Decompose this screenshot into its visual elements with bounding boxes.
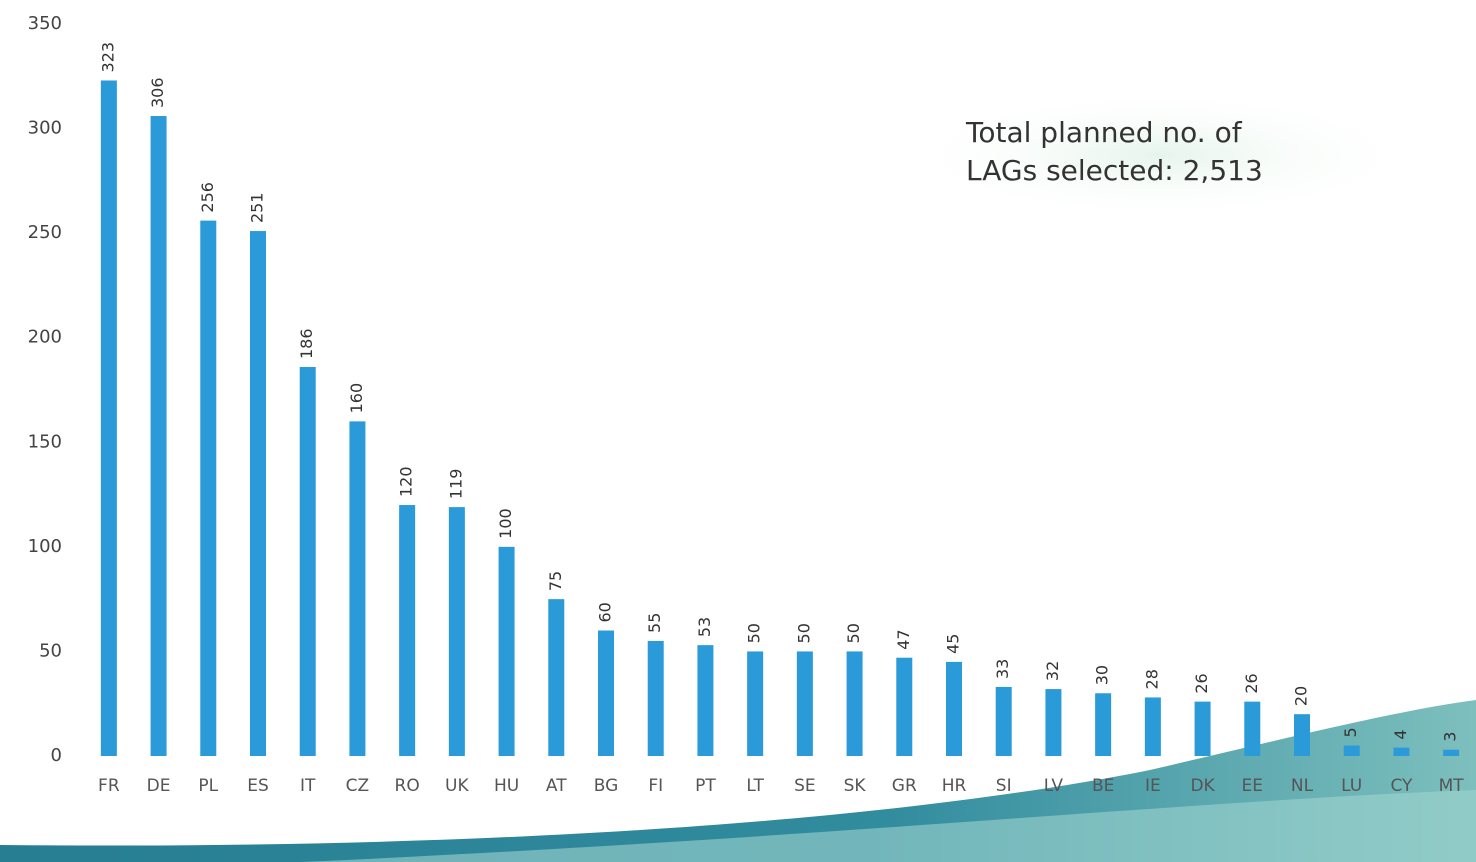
value-label: 26	[1242, 673, 1261, 693]
y-tick-label: 150	[28, 431, 62, 452]
value-label: 33	[993, 659, 1012, 679]
x-tick-label: UK	[445, 776, 469, 796]
bar	[647, 640, 664, 756]
x-tick-label: CY	[1390, 776, 1413, 796]
value-label: 4	[1391, 729, 1410, 739]
bar	[598, 630, 614, 756]
x-tick-label: NL	[1291, 776, 1314, 796]
value-label: 306	[148, 77, 167, 108]
x-tick-label: DK	[1190, 776, 1215, 796]
value-label: 100	[496, 508, 515, 539]
value-label: 32	[1043, 661, 1062, 681]
y-tick-label: 200	[28, 327, 62, 348]
bar	[349, 421, 366, 756]
y-tick-label: 300	[28, 118, 62, 139]
value-label: 3	[1441, 732, 1460, 742]
x-tick-label: EE	[1242, 776, 1263, 796]
value-label: 186	[297, 328, 316, 359]
annotation: LAGs selected: 2,513	[966, 154, 1263, 187]
x-tick-label: AT	[546, 776, 567, 796]
x-tick-label: BG	[594, 776, 619, 796]
x-tick-label: SE	[794, 776, 816, 796]
x-tick-label: LU	[1341, 776, 1362, 796]
x-tick-label: LT	[746, 776, 764, 796]
bar	[150, 116, 167, 757]
y-tick-label: 350	[28, 13, 62, 34]
value-label: 26	[1192, 673, 1211, 693]
value-label: 45	[944, 634, 963, 654]
value-label: 160	[347, 383, 366, 414]
value-label: 50	[794, 623, 813, 643]
bar	[1343, 745, 1360, 756]
bar	[1194, 701, 1211, 756]
y-tick-label: 100	[28, 536, 62, 557]
x-tick-label: FR	[98, 776, 120, 796]
bar	[995, 686, 1012, 756]
annotation: Total planned no. of	[965, 116, 1243, 149]
bar	[747, 651, 764, 756]
value-label: 20	[1292, 686, 1311, 706]
bar	[896, 657, 913, 756]
y-tick-label: 0	[51, 745, 62, 766]
bar	[1393, 747, 1410, 756]
y-tick-label: 250	[28, 222, 62, 243]
x-tick-label: MT	[1439, 776, 1465, 796]
bar	[946, 661, 962, 756]
x-tick-label: IE	[1145, 776, 1161, 796]
bar	[1095, 693, 1112, 756]
bar	[548, 599, 565, 756]
bar	[1144, 697, 1161, 756]
x-tick-label: SK	[844, 776, 867, 796]
x-tick-label: DE	[147, 776, 171, 796]
bar	[1045, 689, 1062, 756]
value-label: 119	[446, 469, 465, 500]
value-label: 75	[546, 571, 565, 591]
x-tick-label: IT	[300, 776, 316, 796]
bar	[1443, 749, 1460, 756]
x-tick-label: BE	[1092, 776, 1114, 796]
bar	[697, 645, 714, 756]
bar	[846, 651, 863, 756]
bar	[100, 80, 117, 757]
value-label: 53	[695, 617, 714, 637]
value-label: 251	[248, 193, 267, 224]
x-tick-label: HR	[942, 776, 967, 796]
bar	[299, 366, 316, 756]
value-label: 30	[1093, 665, 1112, 685]
bar	[399, 505, 416, 756]
bar	[498, 546, 515, 756]
x-tick-label: PL	[198, 776, 218, 796]
x-tick-label: SI	[996, 776, 1012, 796]
x-tick-label: GR	[892, 776, 917, 796]
y-tick-label: 50	[39, 640, 62, 661]
bar	[1244, 701, 1261, 756]
decorative-wave-light	[300, 790, 1476, 862]
x-tick-label: RO	[395, 776, 420, 796]
x-tick-label: FI	[648, 776, 663, 796]
value-label: 256	[198, 182, 217, 213]
x-tick-label: LV	[1044, 776, 1064, 796]
bar	[796, 651, 813, 756]
value-label: 55	[645, 613, 664, 633]
x-tick-label: ES	[247, 776, 269, 796]
x-tick-label: HU	[494, 776, 519, 796]
annotation-glow	[940, 100, 1380, 210]
value-label: 28	[1142, 669, 1161, 689]
value-label: 5	[1341, 727, 1360, 737]
value-label: 60	[596, 602, 615, 622]
bar	[448, 507, 465, 756]
x-tick-label: PT	[695, 776, 716, 796]
bar	[250, 231, 266, 757]
value-label: 323	[98, 42, 117, 73]
value-label: 50	[745, 623, 764, 643]
bar	[200, 220, 217, 756]
value-label: 120	[397, 466, 416, 497]
bar	[1294, 714, 1310, 756]
value-label: 50	[844, 623, 863, 643]
value-label: 47	[894, 629, 913, 649]
x-tick-label: CZ	[346, 776, 370, 796]
